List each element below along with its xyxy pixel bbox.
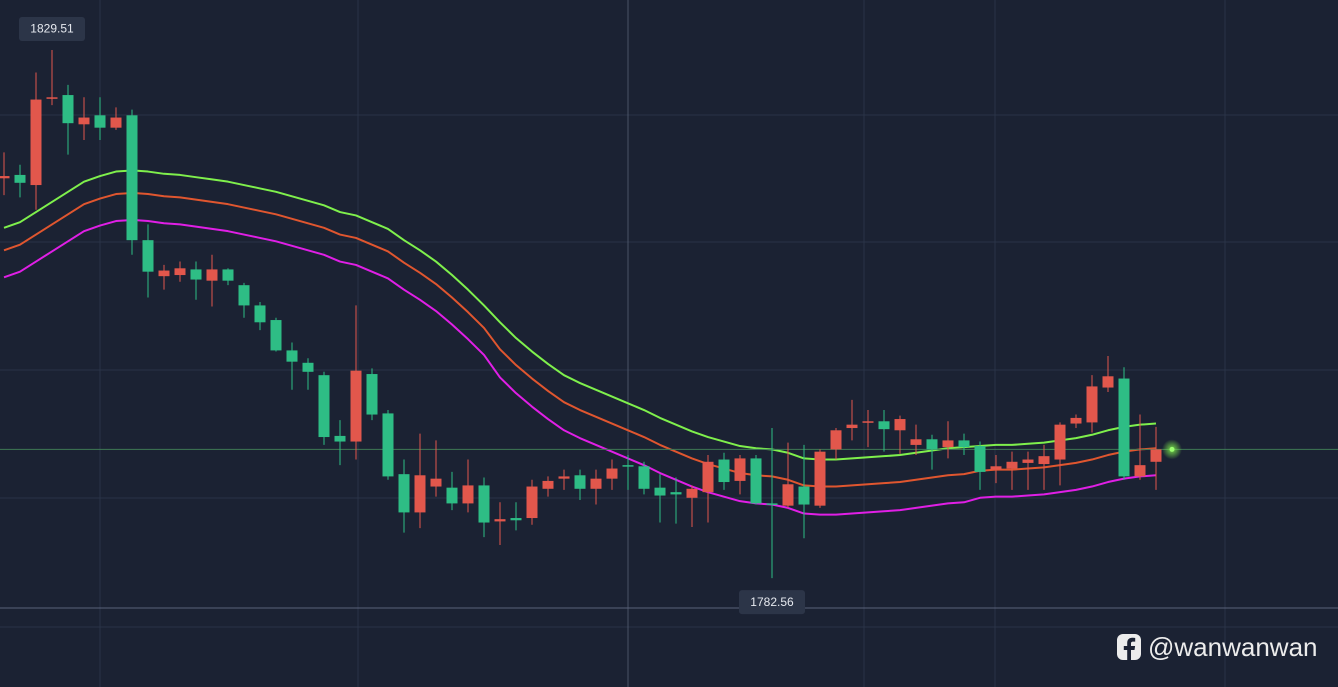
candle-body bbox=[622, 465, 634, 467]
candle-body bbox=[414, 475, 426, 513]
candle-body bbox=[926, 439, 938, 450]
candle-body bbox=[334, 435, 346, 442]
moving-average-line bbox=[3, 218, 1157, 516]
candle-body bbox=[654, 487, 666, 496]
candle-body bbox=[398, 474, 410, 513]
watermark-text: @wanwanwan bbox=[1148, 632, 1317, 662]
candle-body bbox=[862, 421, 874, 423]
candle-body bbox=[686, 488, 698, 498]
candle-body bbox=[670, 492, 682, 495]
candle-body bbox=[1086, 386, 1098, 423]
candle-body bbox=[526, 486, 538, 519]
annotation-box bbox=[19, 16, 85, 41]
candle-body bbox=[1150, 449, 1162, 462]
candle-body bbox=[190, 269, 202, 280]
candle-body bbox=[1054, 424, 1066, 460]
price-dot bbox=[1169, 446, 1175, 452]
candle-body bbox=[158, 270, 170, 277]
candle-body bbox=[510, 518, 522, 521]
candle-body bbox=[910, 439, 922, 445]
candle-body bbox=[254, 305, 266, 323]
facebook-glyph bbox=[1123, 637, 1136, 660]
candle-body bbox=[1102, 376, 1114, 388]
candle-body bbox=[942, 440, 954, 448]
candle-body bbox=[638, 466, 650, 489]
moving-average-line bbox=[3, 191, 1157, 488]
candle-body bbox=[814, 451, 826, 506]
candle-body bbox=[830, 430, 842, 450]
candle-body bbox=[78, 117, 90, 125]
candle-body bbox=[14, 174, 26, 183]
candle-body bbox=[318, 375, 330, 438]
annotation-label: 1829.51 bbox=[30, 22, 74, 36]
candle-body bbox=[286, 350, 298, 362]
candle-body bbox=[766, 503, 778, 505]
candle-body bbox=[110, 117, 122, 128]
annotation-label: 1782.56 bbox=[750, 595, 794, 609]
candle-body bbox=[350, 370, 362, 442]
candle-body bbox=[446, 487, 458, 504]
candle-body bbox=[238, 285, 250, 306]
candle-body bbox=[142, 240, 154, 272]
low-annotation: 1782.56 bbox=[739, 590, 805, 615]
candle-body bbox=[270, 320, 282, 351]
candle-body bbox=[606, 468, 618, 479]
candle-body bbox=[430, 478, 442, 487]
plot-area bbox=[0, 49, 1338, 579]
candle-body bbox=[94, 115, 106, 128]
candle-body bbox=[462, 485, 474, 504]
candle-body bbox=[494, 519, 506, 522]
candle-body bbox=[222, 269, 234, 281]
candle-body bbox=[126, 115, 138, 241]
candle-body bbox=[750, 458, 762, 504]
candle-body bbox=[878, 421, 890, 430]
candle-body bbox=[782, 484, 794, 506]
candle-body bbox=[702, 461, 714, 493]
high-annotation: 1829.51 bbox=[19, 16, 85, 41]
candle-body bbox=[958, 440, 970, 448]
candle-body bbox=[558, 476, 570, 479]
candle-body bbox=[1038, 456, 1050, 465]
candle-body bbox=[542, 480, 554, 489]
candle-body bbox=[894, 419, 906, 431]
candle-body bbox=[30, 99, 42, 186]
candle-body bbox=[846, 424, 858, 429]
candle-body bbox=[1022, 459, 1034, 463]
candle-body bbox=[990, 466, 1002, 470]
candle-body bbox=[574, 475, 586, 489]
candle-body bbox=[0, 176, 10, 179]
annotation-box bbox=[739, 590, 805, 615]
candle-body bbox=[1134, 465, 1146, 477]
candle-body bbox=[382, 413, 394, 477]
candle-body bbox=[734, 458, 746, 481]
candle-body bbox=[798, 486, 810, 505]
candle-body bbox=[478, 485, 490, 523]
candle-body bbox=[206, 269, 218, 281]
candle-body bbox=[174, 268, 186, 276]
candle-body bbox=[366, 374, 378, 415]
candle-body bbox=[1006, 461, 1018, 469]
watermark: @wanwanwan bbox=[1117, 632, 1317, 662]
candle-body bbox=[1118, 378, 1130, 477]
candle-body bbox=[1070, 417, 1082, 424]
candle-body bbox=[590, 478, 602, 489]
candle-body bbox=[974, 446, 986, 472]
candle-body bbox=[46, 97, 58, 99]
candle-body bbox=[302, 362, 314, 372]
candle-body bbox=[718, 459, 730, 483]
candle-body bbox=[62, 95, 74, 124]
